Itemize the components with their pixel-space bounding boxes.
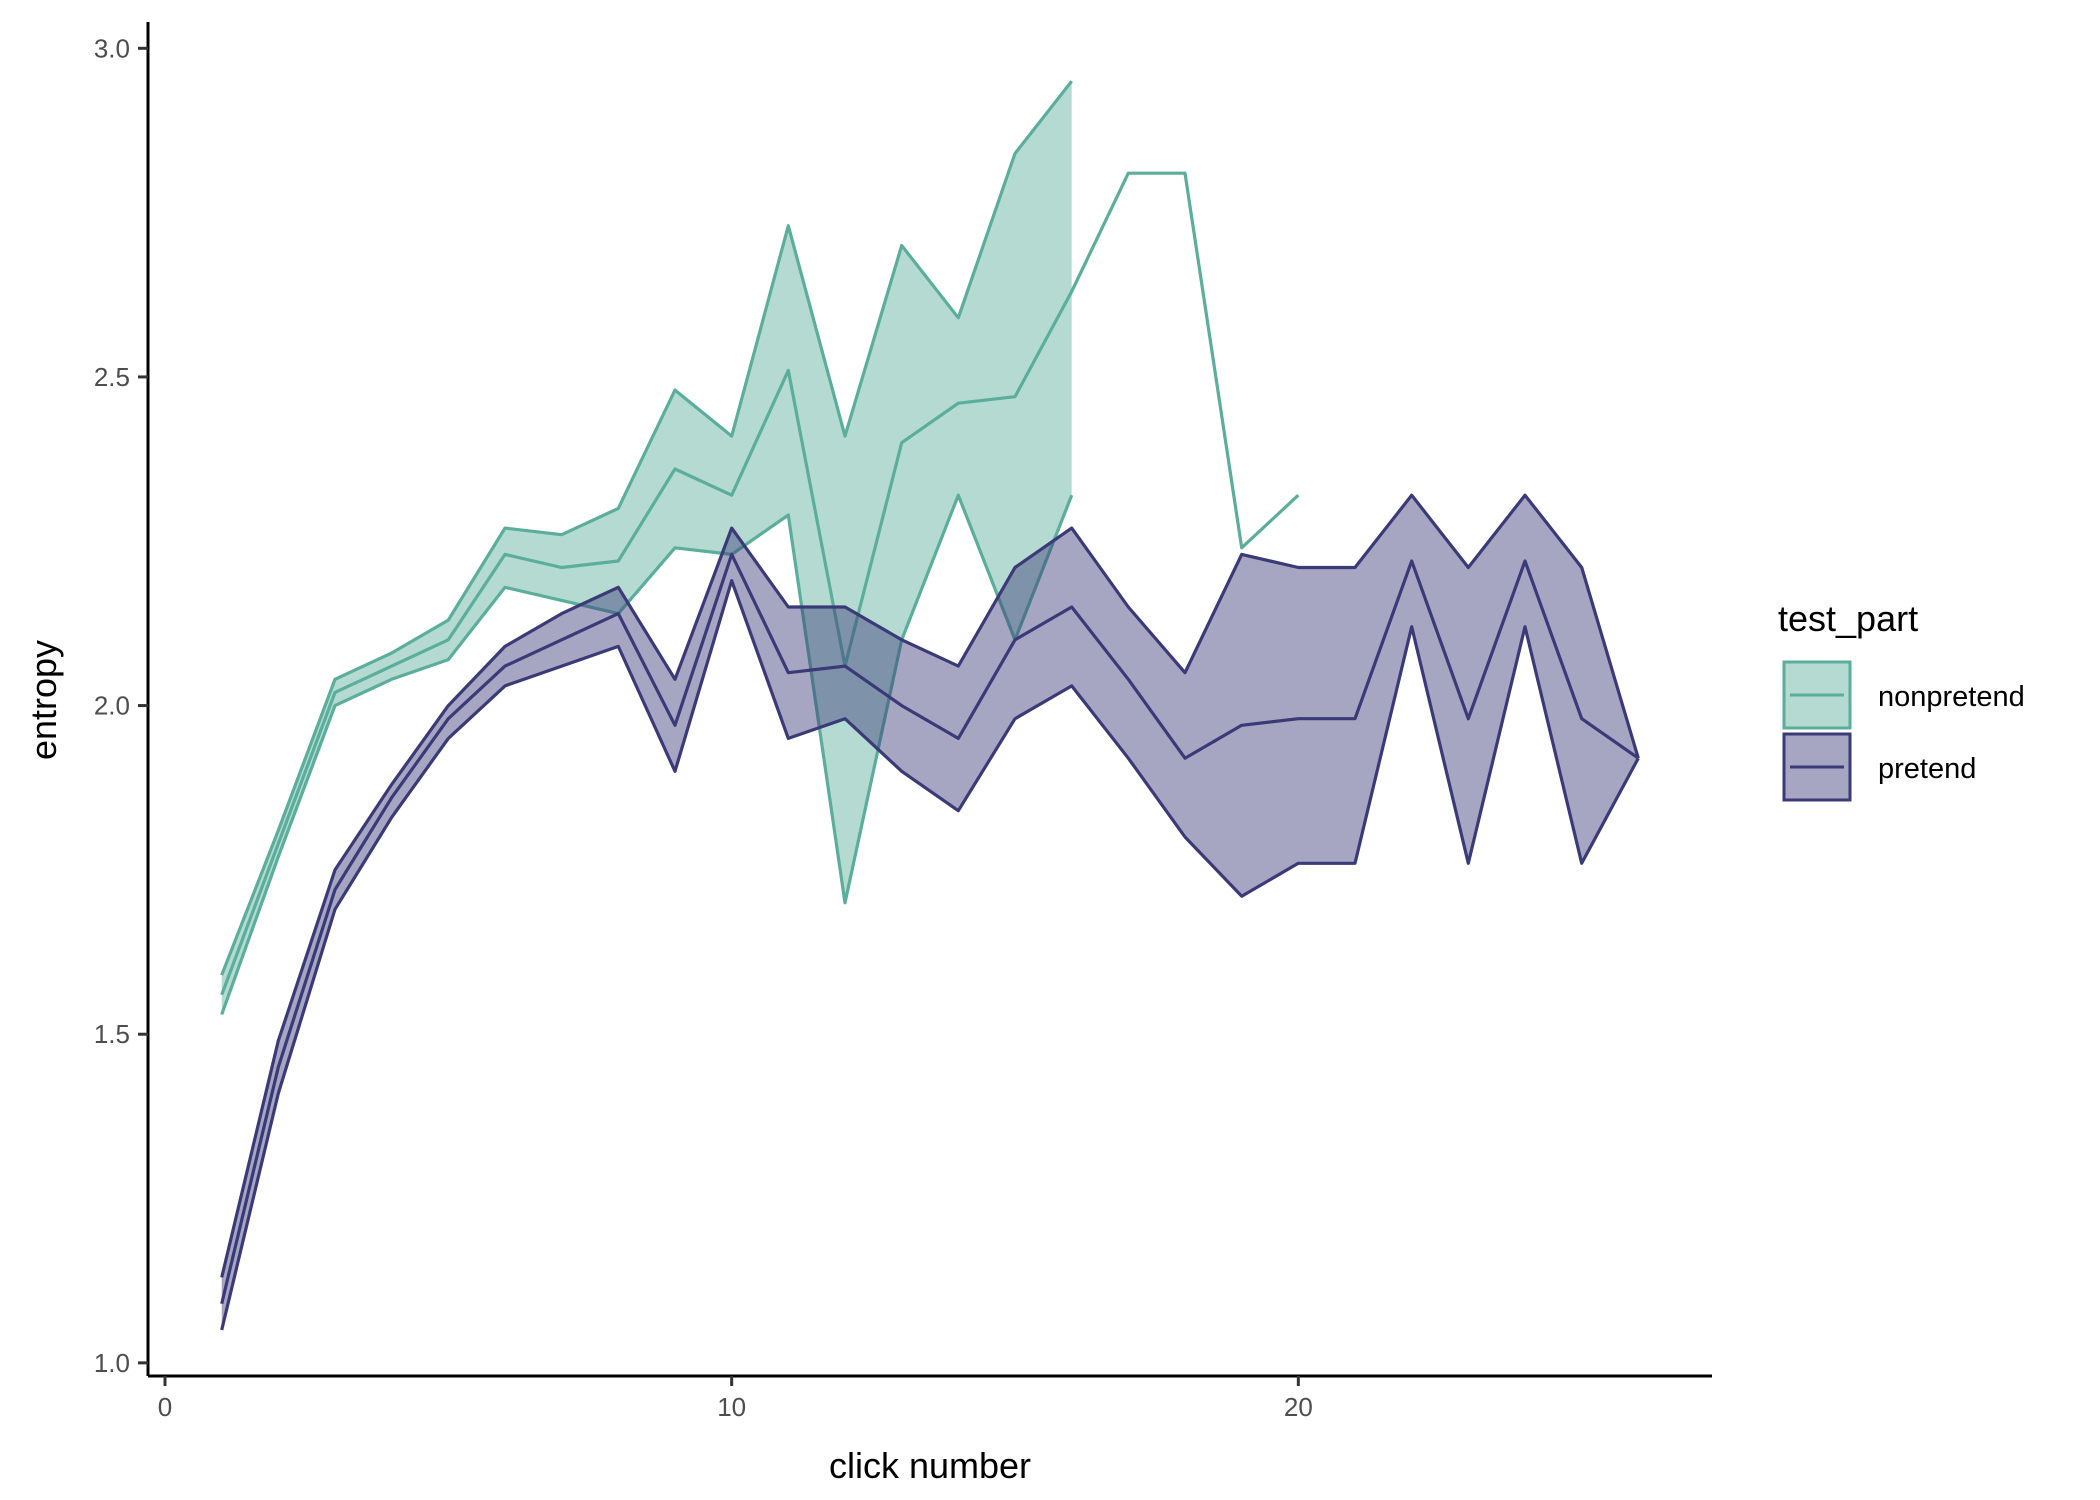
legend-key-pretend xyxy=(1782,732,1852,802)
lower-line-nonpretend xyxy=(220,493,1074,1016)
y-tick-label: 3.0 xyxy=(94,33,130,63)
ribbon-pretend xyxy=(221,495,1639,1330)
lower-line-pretend xyxy=(220,579,1640,1331)
legend-key-nonpretend xyxy=(1782,660,1852,730)
x-tick-label: 20 xyxy=(1284,1392,1313,1422)
y-tick-label: 2.5 xyxy=(94,362,130,392)
mean-line-nonpretend xyxy=(220,171,1300,996)
upper-line-nonpretend xyxy=(220,80,1073,976)
legend: test_part nonpretend pretend xyxy=(1778,598,2025,802)
y-axis-title: entropy xyxy=(23,640,64,760)
y-tick-label: 1.5 xyxy=(94,1019,130,1049)
ribbon-nonpretend xyxy=(221,81,1072,1015)
y-tick-label: 2.0 xyxy=(94,691,130,721)
series-pretend xyxy=(220,493,1640,1331)
x-tick-label: 10 xyxy=(717,1392,746,1422)
x-tick-label: 0 xyxy=(158,1392,172,1422)
axes: 0 10 20 1.0 1.5 2.0 2.5 3.0 xyxy=(94,22,1712,1422)
mean-line-pretend xyxy=(220,552,1640,1305)
legend-label-pretend: pretend xyxy=(1878,753,1976,785)
legend-label-nonpretend: nonpretend xyxy=(1878,681,2025,713)
series-nonpretend xyxy=(220,80,1300,1016)
plot-area xyxy=(220,80,1640,1331)
x-axis-title: click number xyxy=(829,1445,1031,1486)
upper-line-pretend xyxy=(220,493,1640,1278)
legend-title: test_part xyxy=(1778,598,1918,639)
y-tick-label: 1.0 xyxy=(94,1348,130,1378)
